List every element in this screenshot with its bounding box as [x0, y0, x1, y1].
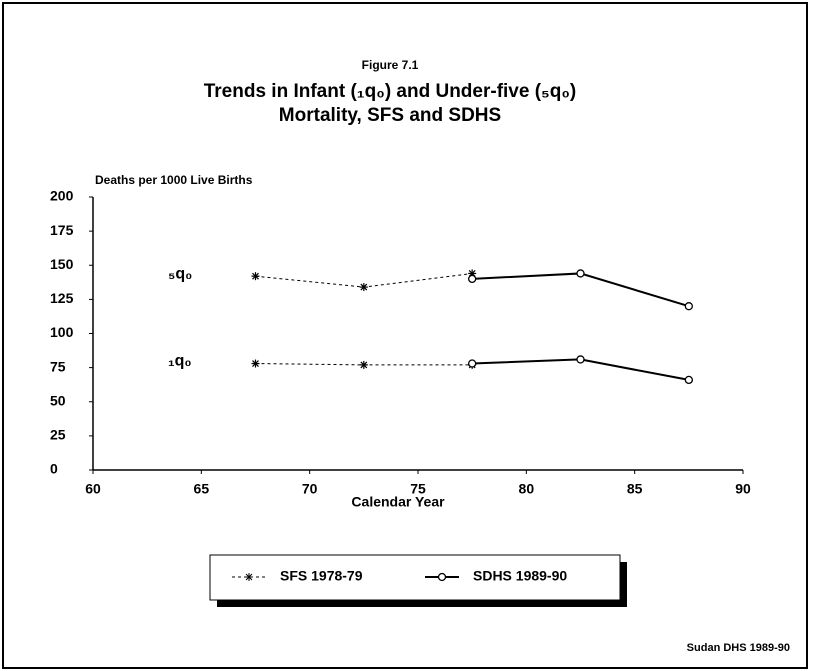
star-marker — [251, 272, 260, 281]
x-tick-label: 90 — [735, 481, 751, 497]
series-line — [472, 272, 690, 308]
x-tick-label: 85 — [627, 481, 643, 497]
x-tick-label: 80 — [519, 481, 535, 497]
chart-title: Trends in Infant (₁q₀) and Under-five (₅… — [203, 81, 577, 126]
annotation: ₅q₀ — [168, 265, 192, 282]
figure-label: Figure 7.1 — [361, 58, 419, 72]
star-marker — [251, 359, 260, 368]
y-tick-label: 100 — [50, 324, 74, 340]
circle-marker — [468, 274, 477, 284]
y-tick-label: 25 — [50, 427, 66, 443]
x-axis-label: Calendar Year — [351, 494, 445, 510]
y-axis-label: Deaths per 1000 Live Births — [95, 173, 253, 187]
y-tick-label: 0 — [50, 461, 58, 477]
legend-circle — [437, 572, 447, 582]
x-tick-label: 75 — [410, 481, 426, 497]
x-tick-label: 60 — [85, 481, 101, 497]
y-tick-label: 175 — [50, 222, 74, 238]
y-tick-label: 150 — [50, 256, 74, 272]
legend-box — [209, 554, 621, 601]
y-tick-label: 125 — [50, 290, 74, 306]
star-marker — [359, 283, 368, 292]
circle-marker — [576, 355, 585, 364]
circle-marker — [576, 269, 585, 278]
annotation: ₁q₀ — [168, 353, 192, 370]
source-note: Sudan DHS 1989-90 — [687, 642, 790, 654]
y-tick-label: 200 — [50, 188, 74, 204]
circle-marker — [468, 359, 477, 368]
circle-marker — [684, 302, 693, 311]
x-tick-label: 70 — [302, 481, 318, 497]
y-tick-label: 50 — [50, 392, 66, 408]
star-marker — [359, 360, 368, 369]
x-tick-label: 65 — [194, 481, 210, 497]
circle-marker — [684, 375, 693, 385]
y-tick-label: 75 — [50, 358, 66, 374]
legend-label: SDHS 1989-90 — [473, 568, 567, 584]
legend-label: SFS 1978-79 — [280, 568, 363, 584]
